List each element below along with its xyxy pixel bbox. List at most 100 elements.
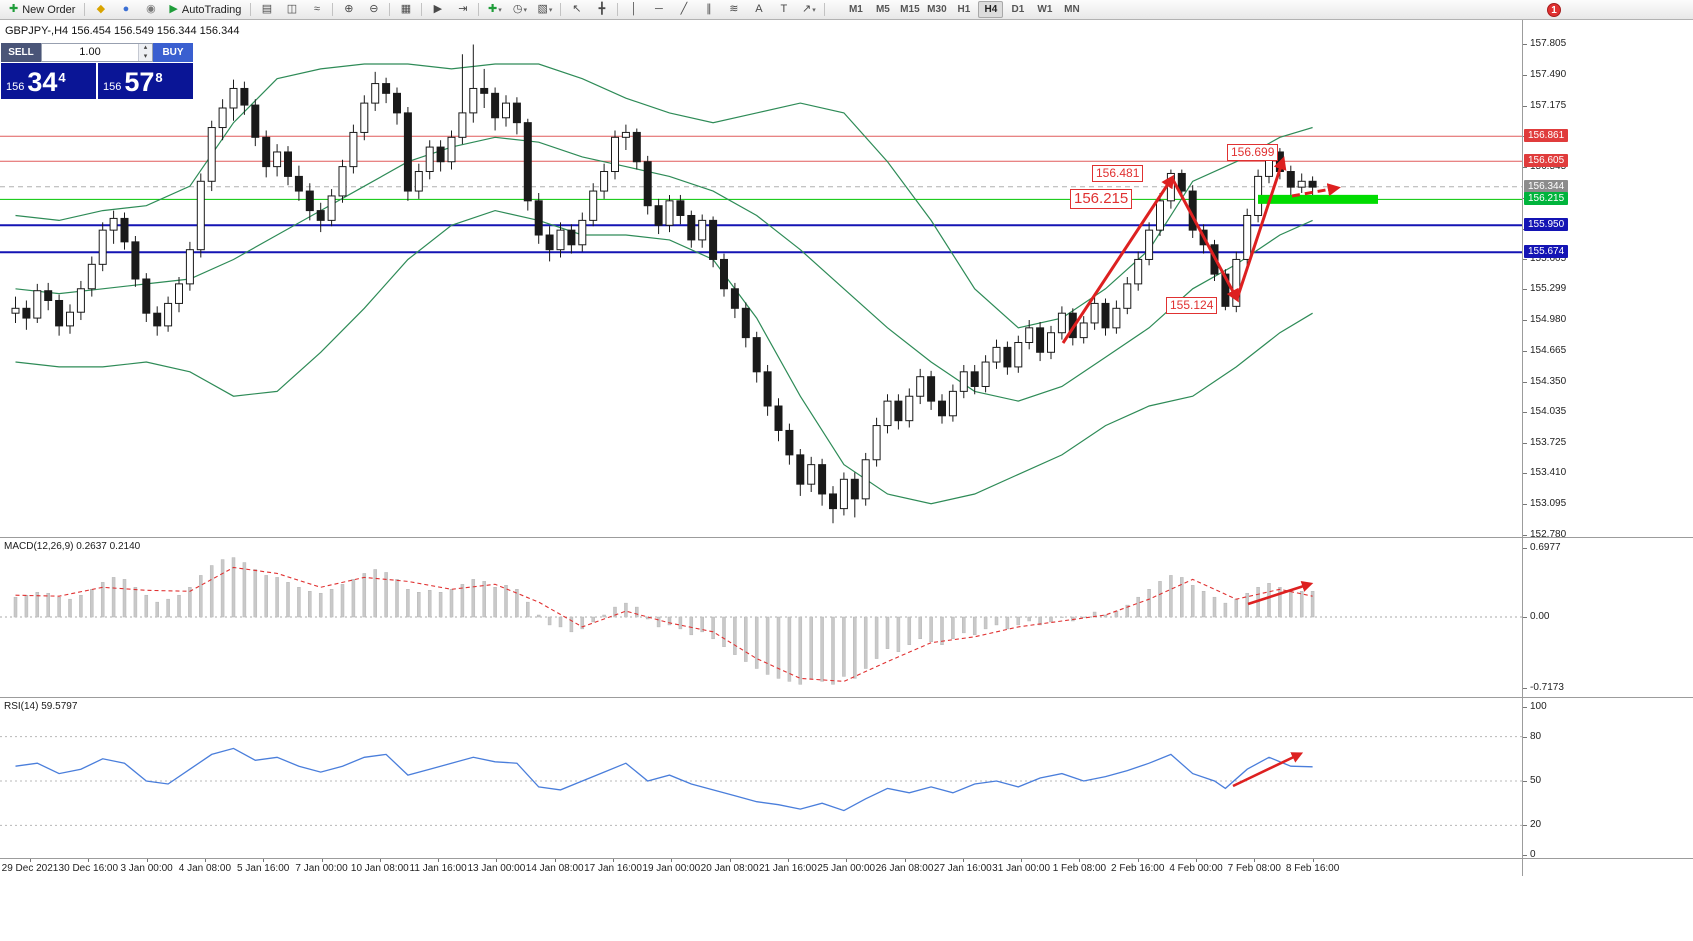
indicators-icon[interactable]: ✚ ▾ [482, 0, 507, 19]
line-chart-icon: ≈ [313, 3, 320, 15]
cursor-icon[interactable]: ↖ [564, 0, 589, 19]
label-icon[interactable]: T [771, 0, 796, 19]
buy-price-display[interactable]: 156 57 8 [98, 63, 193, 99]
trendline-icon: ╱ [680, 3, 688, 15]
price-tick-mark [1523, 473, 1527, 475]
macd-tick-mark [1523, 617, 1527, 618]
timeframe-group: M1 M5 M15 M30 H1 H4 D1 W1 MN [842, 1, 1085, 18]
arrows-icon[interactable]: ↗ ▾ [796, 0, 821, 19]
time-tick-label: 14 Jan 08:00 [525, 863, 584, 874]
bar-chart-icon[interactable]: ▤ [254, 0, 279, 19]
expert-advisors-icon[interactable]: ◆ [88, 0, 113, 19]
price-tick-label: 154.350 [1530, 375, 1567, 387]
price-annotation[interactable]: 155.124 [1166, 297, 1218, 314]
time-tick-label: 2 Feb 16:00 [1111, 863, 1165, 874]
tile-windows-icon[interactable]: ▦ [393, 0, 418, 19]
price-annotation[interactable]: 156.481 [1092, 165, 1144, 182]
price-tick-mark [1523, 288, 1527, 290]
rsi-tick-mark [1523, 707, 1527, 708]
price-tick-mark [1523, 412, 1527, 414]
time-tick-label: 21 Jan 16:00 [758, 863, 817, 874]
volume-up-button[interactable]: ▴ [139, 44, 152, 53]
panel-divider-rsi[interactable] [0, 697, 1693, 698]
timeframe-m1[interactable]: M1 [848, 4, 863, 15]
price-tick-mark [1523, 167, 1527, 169]
macd-tick-label: 0.6977 [1530, 541, 1561, 553]
macd-tick-label: -0.7173 [1530, 682, 1564, 693]
time-tick-mark [321, 859, 323, 862]
arrows-icon: ↗ [802, 3, 812, 15]
candlestick-chart-icon[interactable]: ◫ [279, 0, 304, 19]
price-scale[interactable]: 157.805157.490157.175156.860156.545156.2… [1523, 20, 1692, 876]
market-watch-icon[interactable]: ● [113, 0, 138, 19]
price-tick-label: 154.665 [1530, 344, 1567, 356]
timeframe-w1[interactable]: W1 [1037, 4, 1053, 15]
price-annotation[interactable]: 156.215 [1070, 189, 1133, 209]
autotrading-button[interactable]: ▶ AutoTrading [163, 0, 247, 19]
chart-shift-icon[interactable]: ⇥ [450, 0, 475, 19]
time-tick-mark [846, 859, 848, 862]
price-tick-label: 153.410 [1530, 467, 1567, 479]
price-badge-156-344: 156.344 [1524, 179, 1569, 193]
time-tick-mark [613, 859, 614, 862]
zoom-out-icon[interactable]: ⊖ [361, 0, 386, 19]
periods-icon[interactable]: ◷ ▾ [507, 0, 532, 19]
panel-divider-macd[interactable] [0, 537, 1693, 538]
timeframe-m5[interactable]: M5 [875, 4, 890, 15]
templates-icon[interactable]: ▧ ▾ [532, 0, 557, 19]
price-annotation[interactable]: 156.699 [1227, 144, 1279, 161]
timeframe-d1[interactable]: D1 [1011, 4, 1025, 15]
trendline-icon[interactable]: ╱ [671, 0, 696, 19]
time-tick-mark [1137, 859, 1139, 862]
volume-down-button[interactable]: ▾ [139, 52, 152, 61]
buy-price-big: 57 [124, 67, 155, 97]
timeframe-mn[interactable]: MN [1064, 4, 1080, 15]
sell-price-display[interactable]: 156 34 4 [1, 63, 96, 99]
chart-shift-icon: ⇥ [458, 3, 468, 15]
candlestick-chart-icon: ◫ [286, 3, 298, 15]
rsi-tick-mark [1523, 781, 1527, 782]
auto-scroll-icon: ▶ [433, 3, 443, 15]
horizontal-line-icon[interactable]: ─ [646, 0, 671, 19]
toolbar-separator [389, 3, 391, 16]
zoom-in-icon[interactable]: ⊕ [336, 0, 361, 19]
timeframe-h1[interactable]: H1 [957, 4, 971, 15]
time-scale[interactable]: 29 Dec 2021 30 Dec 16:00 3 Jan 00:00 4 Jan … [0, 859, 1522, 876]
auto-scroll-icon[interactable]: ▶ [425, 0, 450, 19]
sell-price-big: 34 [27, 67, 58, 97]
autotrading-button-label: AutoTrading [181, 3, 242, 16]
buy-button[interactable]: BUY [153, 43, 193, 62]
sell-button[interactable]: SELL [1, 43, 41, 62]
buy-price-sup: 8 [155, 70, 163, 85]
time-tick-mark [729, 859, 731, 862]
chart-ohlc-title: GBPJPY-,H4 156.454 156.549 156.344 156.3… [5, 25, 240, 37]
volume-spinner: ▴ ▾ [138, 44, 152, 61]
zoom-out-icon: ⊖ [369, 3, 379, 15]
text-icon[interactable]: A [746, 0, 771, 19]
new-order-button[interactable]: ✚ New Order [3, 0, 81, 19]
fibonacci-icon[interactable]: ≋ [721, 0, 746, 19]
vertical-line-icon[interactable]: │ [621, 0, 646, 19]
time-tick-label: 4 Jan 08:00 [178, 863, 232, 874]
time-tick-label: 17 Jan 16:00 [584, 863, 642, 874]
rsi-indicator-canvas[interactable] [0, 699, 1522, 858]
notification-badge[interactable]: 1 [1547, 3, 1561, 17]
timeframe-m15[interactable]: M15 [900, 4, 920, 15]
timeframe-h4[interactable]: H4 [978, 1, 1004, 18]
time-tick-mark [1312, 859, 1314, 862]
crosshair-icon[interactable]: ╋ [589, 0, 614, 19]
volume-input[interactable]: 1.00 ▴ ▾ [41, 43, 153, 62]
timeframe-m30[interactable]: M30 [927, 4, 947, 15]
channel-icon[interactable]: ∥ [696, 0, 721, 19]
crosshair-icon: ╋ [598, 3, 606, 15]
buy-price-prefix: 156 [103, 81, 122, 93]
main-chart-canvas[interactable] [0, 20, 1522, 537]
price-tick-label: 155.299 [1530, 282, 1567, 294]
volume-value[interactable]: 1.00 [79, 46, 101, 58]
line-chart-icon[interactable]: ≈ [304, 0, 329, 19]
signals-icon[interactable]: ◉ [138, 0, 163, 19]
price-tick-mark [1523, 350, 1527, 352]
macd-indicator-canvas[interactable] [0, 539, 1522, 697]
text-icon: A [755, 3, 763, 15]
